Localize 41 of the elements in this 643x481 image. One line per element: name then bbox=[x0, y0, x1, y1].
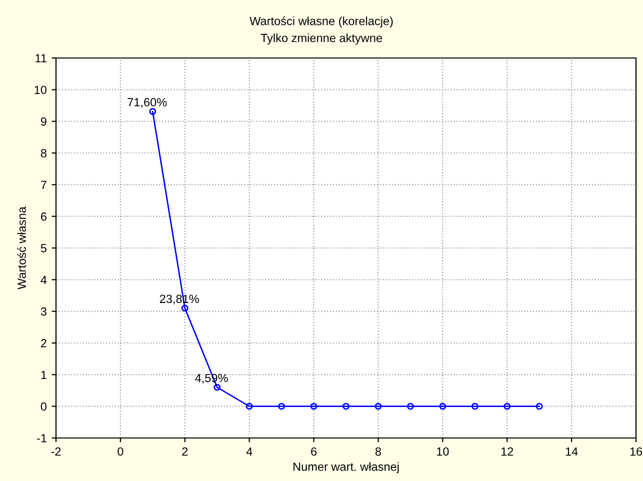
y-tick-label: 0 bbox=[40, 402, 47, 411]
point bbox=[342, 402, 350, 410]
x-tick-label: 12 bbox=[501, 447, 514, 456]
x-tick-label: 4 bbox=[246, 447, 252, 456]
x-tick-label: 2 bbox=[182, 447, 188, 456]
point bbox=[310, 402, 318, 410]
point bbox=[214, 384, 221, 391]
y-tick-label: 1 bbox=[41, 370, 46, 379]
y-tick-label: 5 bbox=[40, 244, 46, 252]
y-tick-label: 3 bbox=[40, 307, 46, 316]
y-tick-label: 6 bbox=[41, 212, 46, 221]
x-tick-label: -2 bbox=[51, 447, 61, 456]
point bbox=[471, 402, 478, 410]
point bbox=[406, 402, 414, 410]
y-tick-label: 10 bbox=[34, 86, 47, 94]
point bbox=[278, 402, 286, 410]
point bbox=[246, 402, 253, 410]
y-tick-label: -1 bbox=[37, 434, 46, 442]
y-axis-title: Wartość własna bbox=[17, 206, 26, 290]
x-tick-label: 16 bbox=[630, 447, 642, 456]
x-tick-label: 10 bbox=[437, 447, 449, 456]
annotation: 71,60% bbox=[128, 98, 167, 108]
y-tick-label: 9 bbox=[40, 117, 46, 126]
point bbox=[439, 402, 446, 410]
y-tick-label: 11 bbox=[36, 54, 46, 62]
point bbox=[504, 402, 511, 410]
point bbox=[149, 108, 156, 115]
x-tick-label: 0 bbox=[118, 447, 124, 456]
chart-title: Wartości własne (korelacje) bbox=[250, 16, 393, 28]
x-axis-title: Numer wart. własnej bbox=[294, 462, 399, 474]
y-tick-label: 8 bbox=[40, 149, 46, 158]
x-tick-label: 6 bbox=[311, 447, 317, 456]
point bbox=[536, 402, 543, 410]
y-tick-label: 7 bbox=[41, 180, 46, 189]
x-tick-label: 14 bbox=[566, 447, 578, 456]
x-tick-label: 8 bbox=[375, 447, 381, 456]
point bbox=[181, 304, 188, 312]
y-tick-label: 4 bbox=[40, 276, 47, 284]
point bbox=[374, 402, 382, 410]
chart-subtitle: Tylko zmienne aktywne bbox=[260, 34, 382, 44]
y-tick-label: 2 bbox=[41, 339, 46, 348]
